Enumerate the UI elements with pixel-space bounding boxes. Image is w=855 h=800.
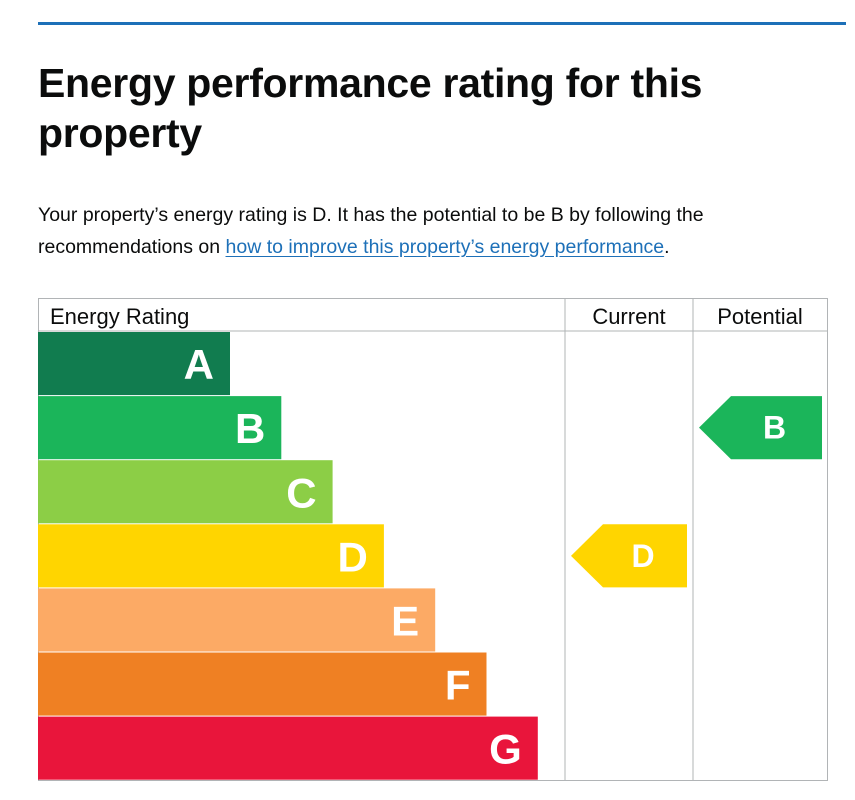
header-energy-rating: Energy Rating	[50, 304, 189, 329]
page-title: Energy performance rating for this prope…	[38, 60, 703, 156]
top-divider	[38, 22, 846, 25]
header-potential: Potential	[717, 304, 803, 329]
band-g-label: G	[489, 726, 522, 773]
potential-rating-arrow	[699, 396, 822, 460]
rating-summary: Your property’s energy rating is D. It h…	[38, 199, 850, 263]
band-e-label: E	[391, 597, 419, 644]
summary-end: .	[664, 236, 670, 258]
summary-text: Your property’s energy rating is D. It h…	[38, 204, 704, 258]
band-d-label: D	[338, 533, 368, 580]
band-a-bar	[38, 332, 230, 396]
band-f-label: F	[445, 662, 471, 709]
band-c-label: C	[286, 469, 316, 516]
potential-rating-arrow-label: B	[763, 410, 786, 446]
header-current: Current	[592, 304, 665, 329]
band-a-label: A	[184, 341, 214, 388]
improve-energy-performance-link[interactable]: how to improve this property’s energy pe…	[225, 236, 665, 258]
band-b-bar	[38, 396, 282, 460]
energy-rating-svg: Energy Rating Current Potential ABCDEFG …	[38, 298, 828, 781]
band-d-bar	[38, 524, 384, 588]
band-e-bar	[38, 588, 436, 652]
current-rating-arrow	[571, 524, 687, 588]
rating-arrows: DB	[571, 396, 822, 588]
band-c-bar	[38, 460, 333, 524]
band-f-bar	[38, 652, 487, 716]
band-b-label: B	[235, 405, 265, 452]
current-rating-arrow-label: D	[631, 538, 654, 574]
band-g-bar	[38, 716, 538, 780]
